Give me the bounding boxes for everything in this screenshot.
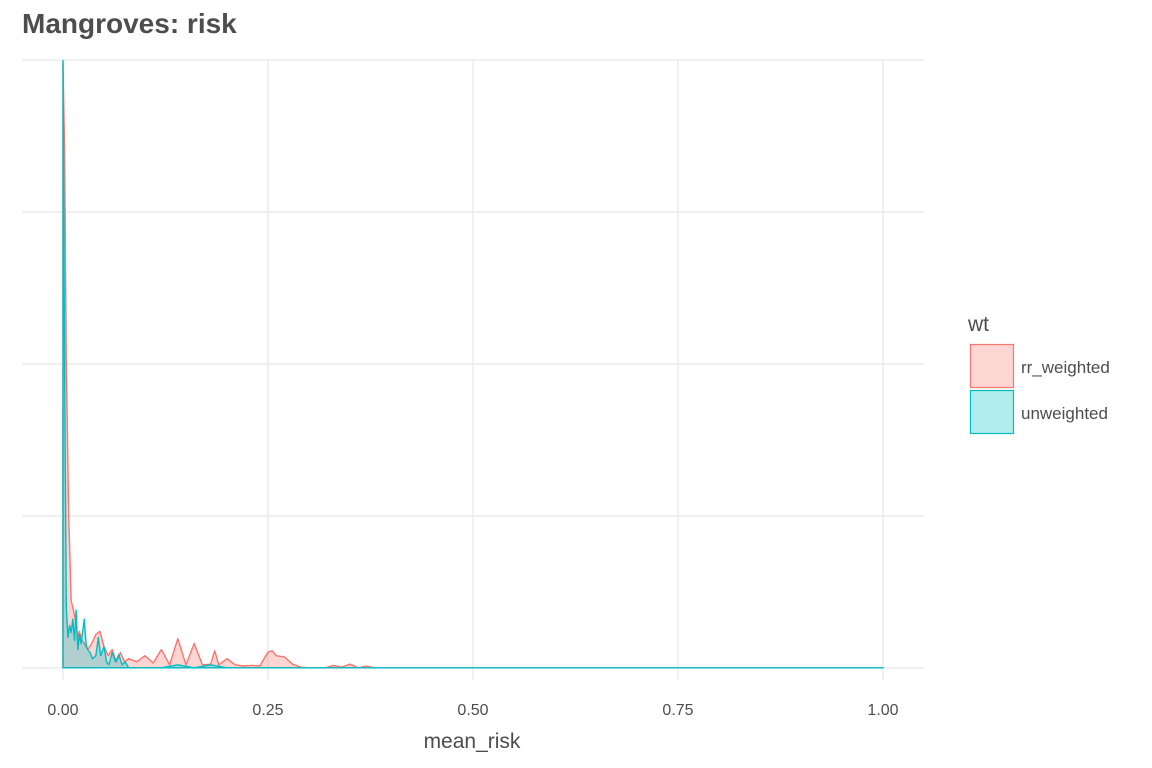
series-layer (62, 59, 884, 669)
x-tick-label-4: 1.00 (867, 702, 898, 719)
chart-title: Mangroves: risk (22, 8, 237, 39)
x-axis-label: mean_risk (424, 730, 521, 753)
legend: wt rr_weighted unweighted (967, 313, 1110, 435)
grid (22, 59, 924, 680)
legend-key-rr_weighted (969, 343, 1015, 389)
legend-title: wt (967, 313, 989, 336)
series-area-unweighted (62, 59, 884, 669)
legend-key-bg-rr_weighted (970, 344, 1014, 388)
x-tick-label-3: 0.75 (662, 702, 693, 719)
legend-label-unweighted: unweighted (1021, 404, 1108, 423)
x-tick-label-2: 0.50 (457, 702, 488, 719)
x-tick-label-0: 0.00 (47, 702, 78, 719)
legend-key-bg-unweighted (970, 390, 1014, 434)
legend-label-rr_weighted: rr_weighted (1021, 358, 1110, 377)
x-tick-label-1: 0.25 (252, 702, 283, 719)
legend-key-unweighted (969, 389, 1015, 435)
x-axis-ticks: 0.00 0.25 0.50 0.75 1.00 (47, 702, 898, 719)
